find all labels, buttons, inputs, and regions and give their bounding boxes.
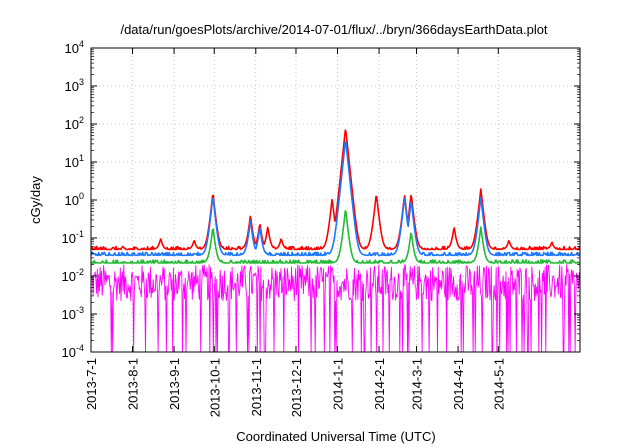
series-line xyxy=(90,129,581,251)
y-tick-label: 101 xyxy=(65,153,84,170)
x-tick-label: 2014-3-1 xyxy=(410,358,425,410)
x-axis: 2013-7-1 2013-8-1 2013-9-1 2013-10-1 2013-11… xyxy=(84,48,506,417)
x-tick-label: 2013-7-1 xyxy=(84,358,99,410)
y-tick-label: 10-1 xyxy=(62,229,84,246)
x-tick-label: 2014-5-1 xyxy=(491,358,506,410)
x-axis-label: Coordinated Universal Time (UTC) xyxy=(236,429,435,444)
y-tick-label: 100 xyxy=(65,191,84,208)
y-tick-label: 10-4 xyxy=(62,343,84,360)
series-line xyxy=(90,140,581,257)
x-tick-label: 2014-2-1 xyxy=(372,358,387,410)
y-axis: 10-4 10-3 10-2 10-1 100 101 102 103 104 xyxy=(62,39,580,360)
y-tick-label: 10-2 xyxy=(62,267,84,284)
x-tick-label: 2014-4-1 xyxy=(451,358,466,410)
x-tick-label: 2013-12-1 xyxy=(289,358,304,417)
chart-title: /data/run/goesPlots/archive/2014-07-01/f… xyxy=(120,22,547,37)
x-tick-label: 2013-10-1 xyxy=(207,358,222,417)
series-group xyxy=(90,129,581,353)
y-tick-label: 104 xyxy=(65,39,84,56)
x-tick-label: 2013-11-1 xyxy=(249,358,264,416)
y-tick-label: 102 xyxy=(65,115,84,132)
x-tick-label: 2014-1-1 xyxy=(331,358,346,410)
x-tick-label: 2013-9-1 xyxy=(167,358,182,410)
y-tick-label: 103 xyxy=(65,77,84,94)
y-tick-label: 10-3 xyxy=(62,305,84,322)
series-line xyxy=(90,264,581,353)
series-line xyxy=(90,210,581,264)
x-tick-label: 2013-8-1 xyxy=(126,358,141,410)
y-axis-label: cGy/day xyxy=(28,176,43,224)
